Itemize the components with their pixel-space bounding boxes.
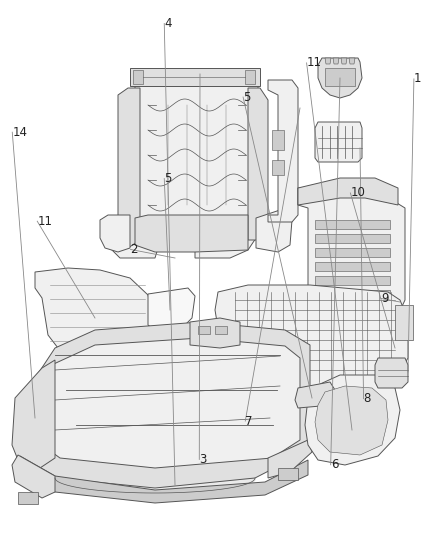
Polygon shape [218,358,248,382]
Text: 10: 10 [350,187,365,199]
Polygon shape [215,285,408,388]
Text: 1: 1 [414,72,421,85]
Bar [395,305,413,340]
Text: 11: 11 [307,56,321,69]
Bar [272,130,284,150]
Bar [245,70,255,84]
Bar [272,160,284,175]
Bar [325,302,365,316]
Polygon shape [298,178,398,205]
Bar [198,326,210,334]
Bar [18,492,38,504]
Bar [133,70,143,84]
Polygon shape [325,58,331,64]
Bar [325,68,355,86]
Text: 3: 3 [199,453,207,466]
Bar [315,234,390,243]
Polygon shape [20,456,308,503]
Text: 5: 5 [164,172,172,185]
Bar [278,468,298,480]
Bar [315,248,390,257]
Polygon shape [333,58,339,64]
Polygon shape [15,322,310,488]
Polygon shape [110,75,258,258]
Polygon shape [375,358,408,388]
Bar [215,326,227,334]
Polygon shape [190,318,240,348]
Polygon shape [315,386,388,455]
Polygon shape [349,58,355,64]
Polygon shape [268,440,312,478]
Polygon shape [12,455,55,498]
Polygon shape [315,122,362,162]
Polygon shape [298,188,405,325]
Text: 9: 9 [381,292,389,305]
Text: 5: 5 [243,91,251,103]
Text: 8: 8 [364,392,371,405]
Polygon shape [35,338,300,468]
Polygon shape [256,210,292,252]
Polygon shape [268,80,298,222]
Text: 11: 11 [37,215,52,228]
Polygon shape [305,375,400,465]
Text: 6: 6 [331,458,338,471]
Bar [315,220,390,229]
Polygon shape [135,215,248,252]
Bar [315,290,390,299]
Polygon shape [318,58,362,98]
Polygon shape [148,288,195,332]
Polygon shape [12,360,55,468]
Polygon shape [295,382,335,408]
Text: 14: 14 [12,126,27,139]
Polygon shape [248,88,268,240]
Text: 2: 2 [131,243,138,256]
Polygon shape [118,88,140,248]
Polygon shape [341,58,347,64]
Text: 4: 4 [164,17,172,30]
Bar [130,68,260,86]
Polygon shape [35,268,152,355]
Bar [315,262,390,271]
Text: 7: 7 [245,415,253,427]
Bar [315,276,390,285]
Polygon shape [100,215,130,252]
